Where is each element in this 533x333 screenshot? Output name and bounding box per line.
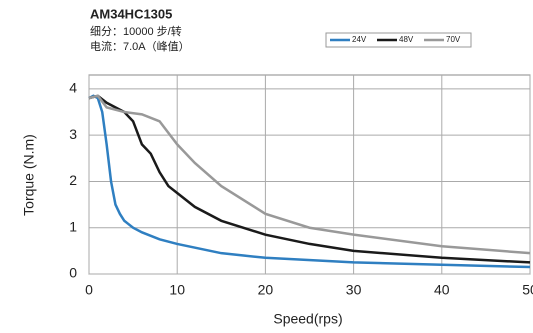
chart-title: AM34HC1305 bbox=[90, 6, 172, 21]
y-tick-label: 0 bbox=[69, 265, 77, 281]
y-tick-label: 2 bbox=[69, 172, 77, 188]
x-tick-label: 10 bbox=[169, 282, 185, 298]
x-tick-label: 30 bbox=[346, 282, 362, 298]
line bbox=[88, 94, 531, 264]
subtitle: 细分：10000 步/转 bbox=[90, 24, 182, 38]
x-tick-label: 20 bbox=[258, 282, 274, 298]
legend-label: 24V bbox=[352, 35, 367, 44]
y-axis-label: Torque (N.m) bbox=[21, 134, 37, 216]
y-tick-label: 1 bbox=[69, 218, 77, 234]
x-tick-label: 50 bbox=[522, 282, 533, 298]
line bbox=[88, 94, 531, 269]
legend-label: 70V bbox=[446, 35, 461, 44]
subtitle: 电流：7.0A（峰值） bbox=[90, 39, 190, 53]
legend-label: 48V bbox=[399, 35, 414, 44]
x-axis-label: Speed(rps) bbox=[273, 311, 342, 327]
legend-box bbox=[325, 32, 472, 48]
line bbox=[88, 94, 531, 255]
x-tick-label: 40 bbox=[434, 282, 450, 298]
x-tick-label: 0 bbox=[85, 282, 93, 298]
y-tick-label: 3 bbox=[69, 126, 77, 142]
y-tick-label: 4 bbox=[69, 80, 77, 96]
